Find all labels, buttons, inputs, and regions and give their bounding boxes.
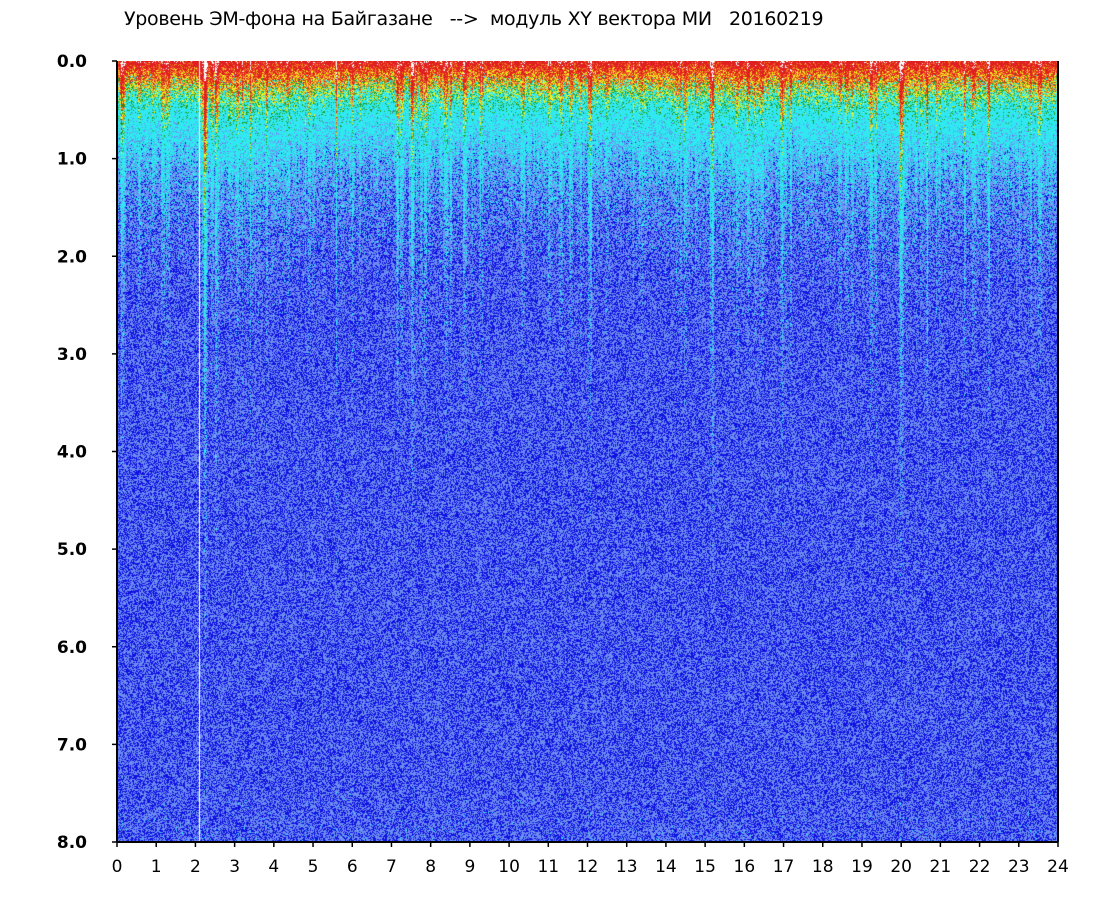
x-tick-label: 3 [229,857,240,877]
x-tick-label: 23 [1008,857,1030,877]
x-tick-label: 21 [930,857,952,877]
x-tick-label: 6 [347,857,358,877]
heatmap-image [117,61,1058,842]
plot-area [117,61,1058,842]
y-tick-label: 7.0 [57,735,87,755]
x-tick-label: 15 [694,857,716,877]
x-tick-label: 10 [498,857,520,877]
x-tick-label: 7 [386,857,397,877]
x-tick-label: 12 [577,857,599,877]
x-tick-label: 8 [425,857,436,877]
x-tick-label: 11 [537,857,559,877]
x-tick-label: 4 [268,857,279,877]
x-axis-ticks: 0 1 2 3 4 5 6 7 8 9 10 11 12 13 14 15 16 17 18 19 20 21 22 23 24 [112,842,1069,877]
x-tick-label: 22 [969,857,991,877]
x-tick-label: 19 [851,857,873,877]
x-tick-label: 2 [190,857,201,877]
x-tick-label: 9 [464,857,475,877]
y-tick-label: 3.0 [57,345,87,365]
x-tick-label: 13 [616,857,638,877]
x-tick-label: 20 [890,857,912,877]
y-tick-label: 4.0 [57,443,87,463]
x-tick-label: 0 [112,857,123,877]
chart-title: Уровень ЭМ-фона на Байгазане --> модуль … [124,8,824,30]
y-tick-label: 2.0 [57,247,87,267]
x-tick-label: 17 [773,857,795,877]
y-axis-ticks: 0.0 1.0 2.0 3.0 4.0 5.0 6.0 7.0 8.0 [57,52,117,853]
y-tick-label: 0.0 [57,52,87,72]
x-tick-label: 24 [1047,857,1069,877]
y-tick-label: 1.0 [57,150,87,170]
x-tick-label: 1 [151,857,162,877]
x-tick-label: 5 [308,857,319,877]
y-tick-label: 8.0 [57,833,87,853]
y-tick-label: 5.0 [57,540,87,560]
x-tick-label: 16 [734,857,756,877]
x-tick-label: 14 [655,857,677,877]
y-tick-label: 6.0 [57,638,87,658]
x-tick-label: 18 [812,857,834,877]
